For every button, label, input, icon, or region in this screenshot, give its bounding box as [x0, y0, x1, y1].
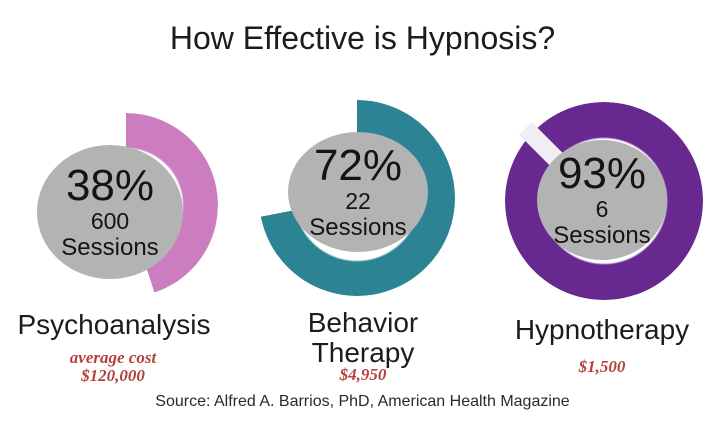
- behavior-therapy-cost-block: $4,950: [263, 366, 463, 384]
- behavior-therapy-percent-value: 72%: [313, 141, 403, 190]
- hypnotherapy-sessions-label: Sessions: [553, 222, 651, 249]
- hypnotherapy-percent-value: 93%: [557, 149, 647, 198]
- psychoanalysis-cost-block: average cost $120,000: [13, 349, 213, 385]
- source-attribution: Source: Alfred A. Barrios, PhD, American…: [155, 393, 570, 410]
- psychoanalysis-cost-value: $120,000: [81, 366, 145, 385]
- hypnotherapy-category-label: Hypnotherapy: [514, 314, 690, 345]
- psychoanalysis-percent-value: 38%: [65, 161, 155, 210]
- hypnotherapy-cost-value: $1,500: [578, 357, 626, 376]
- behavior-therapy-cost-value: $4,950: [339, 365, 387, 384]
- behavior-therapy-category-label: Behavior Therapy: [307, 307, 419, 368]
- hypnotherapy-cost-block: $1,500: [502, 358, 702, 376]
- average-cost-label: average cost: [69, 348, 157, 367]
- psychoanalysis-category-label: Psychoanalysis: [17, 309, 211, 340]
- behavior-therapy-center-circle: 72% 22 Sessions: [288, 132, 428, 252]
- chart-title: How Effective is Hypnosis?: [169, 20, 556, 56]
- psychoanalysis-sessions-label: Sessions: [61, 234, 159, 261]
- hypnotherapy-center-circle: 93% 6 Sessions: [537, 140, 667, 260]
- psychoanalysis-center-circle: 38% 600 Sessions: [37, 145, 183, 279]
- behavior-therapy-sessions-label: Sessions: [309, 214, 407, 241]
- behavior-therapy-sessions-count: 22: [345, 188, 371, 214]
- psychoanalysis-sessions-count: 600: [90, 208, 130, 234]
- hypnotherapy-sessions-count: 6: [595, 196, 609, 222]
